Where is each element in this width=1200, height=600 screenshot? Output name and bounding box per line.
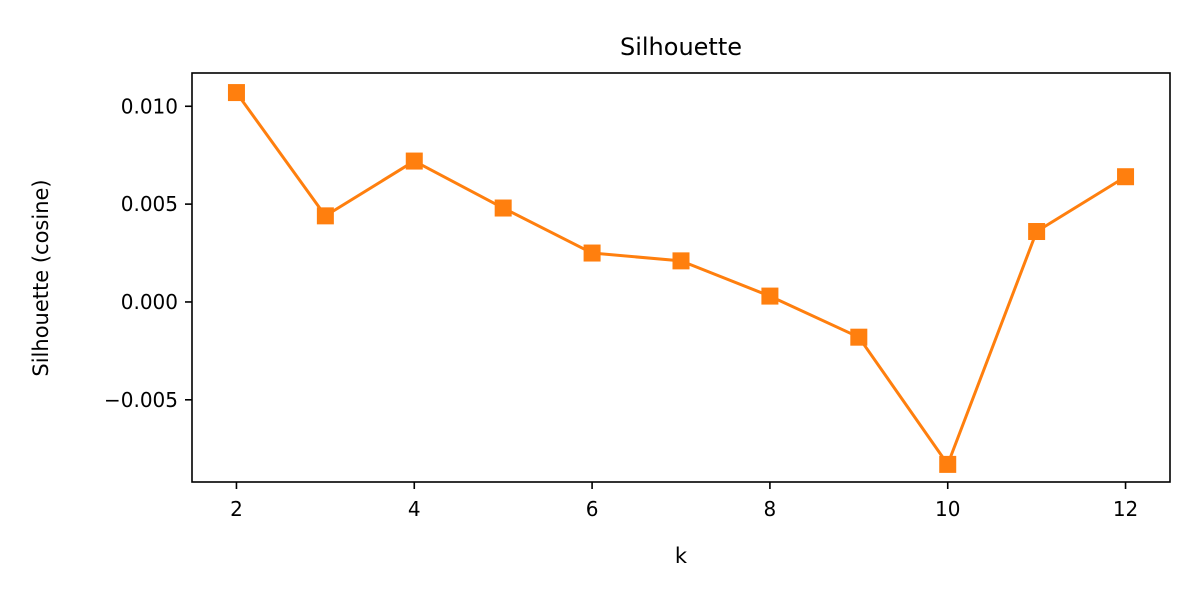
data-point-marker xyxy=(761,287,779,305)
y-tick-label: 0.005 xyxy=(121,192,178,216)
y-axis: 0.010 0.005 0.000 −0.005 xyxy=(104,94,192,412)
data-point-marker xyxy=(227,84,245,102)
plot-frame xyxy=(191,72,1171,483)
data-point-marker xyxy=(1117,168,1135,186)
data-point-marker xyxy=(850,328,868,346)
data-point-marker xyxy=(494,199,512,217)
x-axis: 2 4 6 8 10 12 xyxy=(230,482,1138,521)
data-point-marker xyxy=(405,152,423,170)
x-tick-label: 4 xyxy=(408,497,421,521)
x-tick-label: 10 xyxy=(935,497,960,521)
series-line xyxy=(235,91,1127,466)
data-point-marker xyxy=(672,252,690,270)
data-point-marker xyxy=(583,244,601,262)
y-axis-label: Silhouette (cosine) xyxy=(29,179,53,376)
y-tick-label: −0.005 xyxy=(104,388,178,412)
y-tick-label: 0.010 xyxy=(121,94,178,118)
x-tick-label: 6 xyxy=(586,497,599,521)
data-point-marker xyxy=(316,207,334,225)
x-tick-label: 8 xyxy=(764,497,777,521)
chart-title: Silhouette xyxy=(620,33,742,61)
data-point-marker xyxy=(1028,223,1046,241)
plot-area xyxy=(227,84,1135,473)
x-axis-label: k xyxy=(675,544,688,568)
y-tick-label: 0.000 xyxy=(121,290,178,314)
x-tick-label: 2 xyxy=(230,497,243,521)
x-tick-label: 12 xyxy=(1113,497,1138,521)
data-point-marker xyxy=(939,455,957,473)
